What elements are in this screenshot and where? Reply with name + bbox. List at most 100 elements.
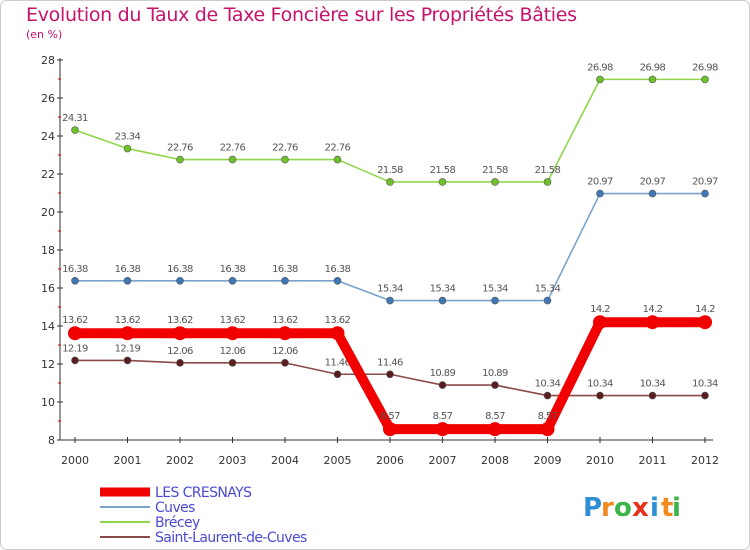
data-label: 20.97 xyxy=(692,177,718,188)
y-tick-label: 12 xyxy=(41,358,55,371)
data-point xyxy=(225,326,240,341)
data-label: 12.06 xyxy=(167,346,193,357)
data-point xyxy=(491,296,499,305)
unit-label: (en %) xyxy=(26,28,63,41)
data-point xyxy=(491,381,499,389)
data-label: 20.97 xyxy=(587,177,613,188)
x-tick-label: 2006 xyxy=(376,454,404,467)
data-label: 8.57 xyxy=(433,411,453,422)
data-label: 12.06 xyxy=(220,346,246,357)
data-point xyxy=(333,276,342,285)
data-label: 16.38 xyxy=(62,264,88,275)
data-point xyxy=(435,422,450,437)
data-label: 12.19 xyxy=(62,343,88,354)
y-tick-label: 28 xyxy=(41,54,55,67)
x-tick-label: 2007 xyxy=(429,454,457,467)
legend-label: LES CRESNAYS xyxy=(155,485,252,501)
data-point xyxy=(543,178,552,186)
x-tick-label: 2011 xyxy=(639,454,667,467)
data-point xyxy=(386,178,394,186)
data-point xyxy=(330,326,345,341)
data-point xyxy=(281,359,289,367)
x-tick-label: 2010 xyxy=(586,454,614,467)
data-label: 24.31 xyxy=(62,113,88,124)
data-label: 23.34 xyxy=(115,132,141,143)
data-point xyxy=(176,359,184,367)
data-label: 12.06 xyxy=(272,346,298,357)
data-point xyxy=(333,155,342,164)
y-tick-label: 18 xyxy=(41,244,55,257)
data-point xyxy=(123,356,132,365)
data-point xyxy=(281,155,289,164)
data-point xyxy=(596,391,604,400)
data-label: 13.62 xyxy=(272,315,298,326)
data-point xyxy=(648,189,657,198)
data-label: 22.76 xyxy=(220,143,246,154)
logo-letter: t xyxy=(661,493,673,523)
data-label: 15.34 xyxy=(535,284,561,295)
proxiti-logo: Pr o x i ti xyxy=(583,493,681,523)
data-point xyxy=(386,370,394,379)
data-point xyxy=(593,315,607,330)
y-tick-label: 8 xyxy=(48,434,55,447)
data-label: 15.34 xyxy=(430,284,456,295)
data-label: 26.98 xyxy=(692,62,718,73)
data-label: 13.62 xyxy=(115,315,141,326)
data-label: 26.98 xyxy=(640,62,666,73)
data-label: 16.38 xyxy=(272,264,298,275)
data-label: 13.62 xyxy=(220,315,246,326)
legend-label: Brécey xyxy=(155,515,200,531)
data-point xyxy=(228,276,237,285)
data-label: 10.89 xyxy=(430,368,456,379)
data-point xyxy=(173,326,187,341)
chart-title: Evolution du Taux de Taxe Foncière sur l… xyxy=(26,4,577,26)
logo-letter: P xyxy=(583,493,602,523)
data-point xyxy=(120,326,135,341)
data-label: 20.97 xyxy=(640,177,666,188)
y-tick-label: 24 xyxy=(41,130,55,143)
series-br-cey: 24.31 23.34 22.76 22.76 22.76 22.76 21.58 21.58… xyxy=(62,62,719,186)
data-label: 11.46 xyxy=(325,357,351,368)
x-tick-label: 2000 xyxy=(61,454,89,467)
data-point xyxy=(488,422,502,437)
data-label: 16.38 xyxy=(220,264,246,275)
data-point xyxy=(71,276,79,285)
logo-letter: o xyxy=(614,493,632,523)
data-label: 15.34 xyxy=(482,284,508,295)
data-label: 21.58 xyxy=(535,165,561,176)
data-label: 14.2 xyxy=(695,304,715,315)
data-label: 11.46 xyxy=(377,357,403,368)
data-point xyxy=(698,315,712,330)
data-point xyxy=(540,422,555,437)
data-label: 13.62 xyxy=(325,315,351,326)
data-label: 10.89 xyxy=(482,368,508,379)
y-tick-label: 20 xyxy=(41,206,55,219)
series-saint-laurent-de-cuves: 12.19 12.19 12.06 12.06 12.06 11.46 11.46 10.89… xyxy=(62,343,719,400)
data-label: 21.58 xyxy=(482,165,508,176)
data-label: 13.62 xyxy=(62,315,88,326)
data-point xyxy=(71,126,79,134)
data-point xyxy=(701,391,709,400)
series-cuves: 16.38 16.38 16.38 16.38 16.38 16.38 15.34 15.34… xyxy=(62,177,719,305)
data-point xyxy=(701,75,709,84)
y-tick-label: 26 xyxy=(41,92,55,105)
data-label: 10.34 xyxy=(587,379,613,390)
legend: LES CRESNAYSCuvesBréceySaint-Laurent-de-… xyxy=(100,485,308,546)
data-point xyxy=(123,276,132,285)
y-tick-label: 22 xyxy=(41,168,55,181)
data-label: 16.38 xyxy=(115,264,141,275)
data-point xyxy=(438,381,447,389)
data-label: 10.34 xyxy=(535,379,561,390)
y-tick-label: 10 xyxy=(41,396,55,409)
x-tick-label: 2002 xyxy=(166,454,194,467)
data-point xyxy=(596,75,604,84)
x-tick-label: 2004 xyxy=(271,454,299,467)
data-point xyxy=(543,296,552,305)
data-label: 21.58 xyxy=(377,165,403,176)
logo-letter: x xyxy=(632,493,649,523)
data-point xyxy=(543,391,552,400)
data-point xyxy=(383,422,397,437)
